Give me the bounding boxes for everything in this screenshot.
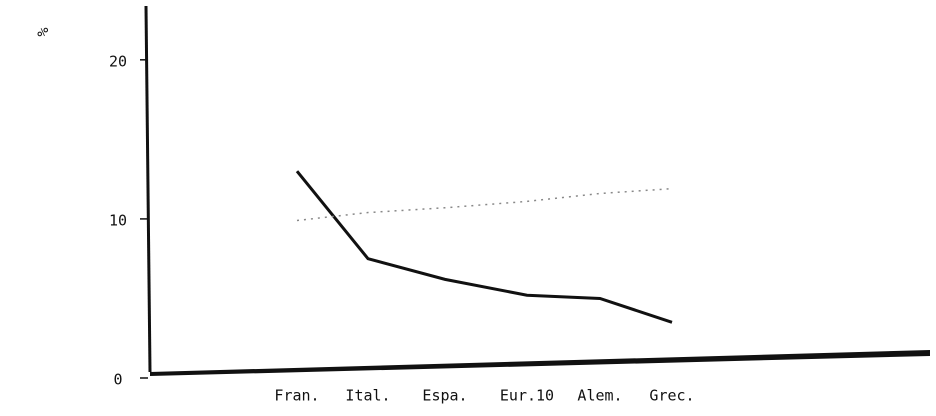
x-tick-label: Grec. (649, 387, 694, 405)
x-tick-label: Alem. (577, 387, 622, 405)
y-tick-label: 20 (109, 52, 127, 70)
data-line (295, 170, 673, 324)
data-line (296, 187, 673, 222)
y-axis-label: % (34, 27, 52, 36)
y-tick-label: 0 (113, 371, 122, 389)
y-tick-label: 10 (109, 211, 127, 229)
x-tick-label: Ital. (345, 387, 390, 405)
x-tick-label: Fran. (274, 387, 319, 405)
x-tick-label: Espa. (422, 387, 467, 405)
x-tick-label: Eur.10 (500, 387, 554, 405)
y-axis (144, 5, 152, 373)
x-axis (150, 350, 930, 376)
